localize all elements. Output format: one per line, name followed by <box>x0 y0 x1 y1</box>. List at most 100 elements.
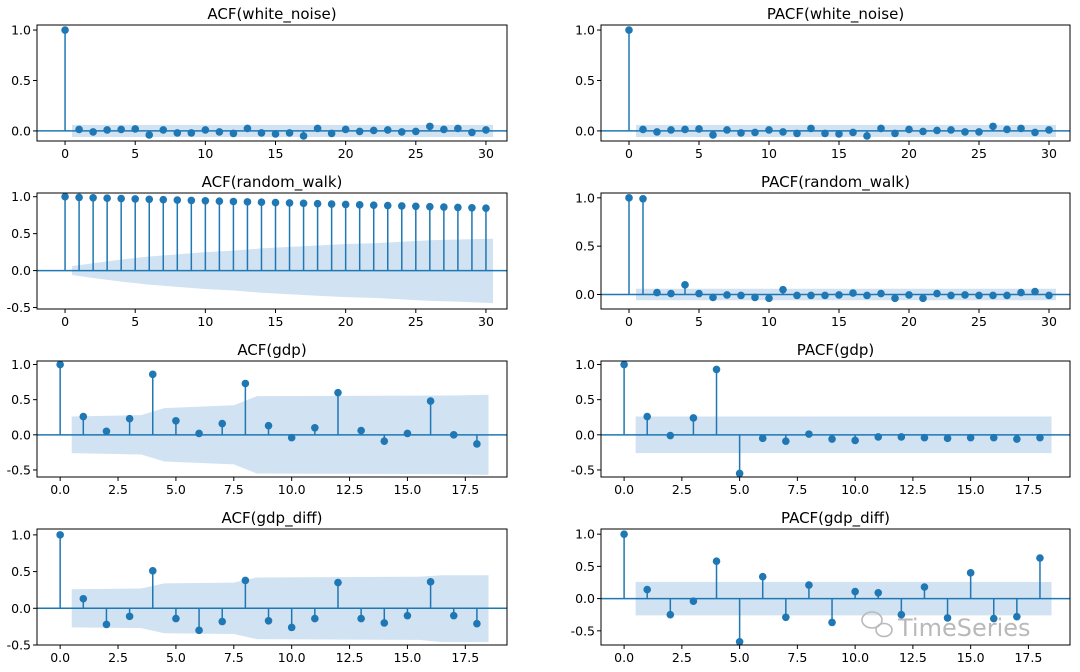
x-tick-label: 0.0 <box>614 482 634 497</box>
x-tick-label: 25 <box>408 314 424 329</box>
stem-marker <box>218 617 227 626</box>
stem-marker <box>989 614 998 623</box>
stem-marker <box>103 194 111 202</box>
chart-panel-3: 0 5 10 15 20 25 30 -0.5 0.0 0.5 1.0 ACF(random_walk… <box>7 173 508 329</box>
y-tick-label: 0.5 <box>575 559 595 574</box>
x-tick-label: 15 <box>268 146 284 161</box>
y-tick-label: 0.5 <box>11 392 31 407</box>
stem-marker <box>782 437 790 445</box>
stem-marker <box>1013 612 1021 621</box>
x-tick-label: 7.5 <box>224 650 244 665</box>
x-tick-label: 25 <box>971 314 987 329</box>
stem-marker <box>905 125 913 134</box>
stem-marker <box>172 614 180 623</box>
stem-marker <box>380 437 389 445</box>
y-tick-label: 1.0 <box>11 189 31 204</box>
stem-marker <box>187 196 196 205</box>
stem-marker <box>403 611 412 620</box>
wechat-icon-bubble-small <box>875 622 893 638</box>
chart-title: PACF(random_walk) <box>761 173 910 192</box>
axes-frame <box>600 192 1071 310</box>
stem-marker <box>620 530 628 538</box>
stem-marker <box>468 128 476 137</box>
stem-marker <box>287 623 296 632</box>
stem-marker <box>793 291 801 300</box>
stem-marker <box>148 370 157 379</box>
stem-marker <box>905 291 913 299</box>
x-tick-label: 0 <box>625 146 633 161</box>
axes-frame <box>36 360 508 478</box>
x-tick-label: 15 <box>268 314 284 329</box>
stem-marker <box>117 125 125 134</box>
stem-marker <box>709 293 717 302</box>
x-tick-label: 10 <box>761 314 777 329</box>
chart-panel-5: 0.0 2.5 5.0 7.5 10.0 12.5 15.0 17.5 -0.5 0.0 0.5 1.… <box>7 341 508 497</box>
stem-marker <box>877 289 885 298</box>
stem-marker <box>807 291 815 300</box>
x-tick-label: 12.5 <box>899 482 927 497</box>
stem-marker <box>187 129 196 137</box>
x-tick-label: 5.0 <box>730 482 750 497</box>
stem-marker <box>765 294 773 303</box>
stem-marker <box>666 431 675 440</box>
stem-marker <box>828 435 836 443</box>
stem-marker <box>723 291 731 299</box>
stem-marker <box>919 127 927 136</box>
x-tick-label: 2.5 <box>108 482 128 497</box>
stem-marker <box>975 128 983 136</box>
stem-marker <box>264 616 273 625</box>
stem-marker <box>473 619 481 628</box>
x-tick-label: 15.0 <box>394 482 422 497</box>
x-tick-label: 25 <box>971 146 987 161</box>
stem-marker <box>125 612 134 621</box>
stem-marker <box>737 129 745 137</box>
axes-frame <box>600 24 1071 142</box>
stem-marker <box>341 200 350 209</box>
chart-title: PACF(gdp_diff) <box>781 509 890 528</box>
x-tick-label: 5.0 <box>730 650 750 665</box>
stem-marker <box>257 198 266 207</box>
x-tick-label: 0.0 <box>614 650 634 665</box>
stem-marker <box>369 126 378 135</box>
stem-marker <box>989 433 998 442</box>
stem-marker <box>947 126 955 134</box>
stem-marker <box>805 581 813 589</box>
stem-marker <box>779 285 787 294</box>
stem-marker <box>933 126 941 135</box>
stem-marker <box>426 202 434 211</box>
stem-marker <box>145 131 154 139</box>
chart-panel-2: 0 5 10 15 20 25 30 0.0 0.5 1.0 PACF(white_noise) <box>575 5 1071 161</box>
stem-marker <box>961 291 969 299</box>
y-tick-label: 0.5 <box>575 73 595 88</box>
stem-marker <box>271 130 280 138</box>
stem-marker <box>311 423 319 432</box>
stem-marker <box>758 434 767 443</box>
x-tick-label: 12.5 <box>336 482 364 497</box>
stem-marker <box>243 198 252 206</box>
stem-marker <box>966 433 975 442</box>
stem-marker <box>89 128 97 136</box>
stem-marker <box>758 572 767 581</box>
stem-marker <box>195 626 203 635</box>
stem-marker <box>681 281 689 289</box>
stem-marker <box>172 416 180 425</box>
x-tick-label: 30 <box>478 314 494 329</box>
stem-marker <box>737 291 745 300</box>
stem-marker <box>173 196 182 204</box>
stem-marker <box>735 469 744 478</box>
x-tick-label: 20 <box>901 146 917 161</box>
x-tick-label: 0 <box>61 314 69 329</box>
stem-marker <box>920 433 929 442</box>
stem-marker <box>863 132 871 140</box>
stem-marker <box>835 130 843 138</box>
stem-marker <box>243 124 252 133</box>
stem-marker <box>454 124 462 133</box>
stem-marker <box>131 195 140 203</box>
stem-marker <box>966 569 975 577</box>
chart-title: PACF(white_noise) <box>767 5 904 24</box>
x-tick-label: 20 <box>338 314 354 329</box>
y-tick-label: 0.5 <box>575 239 595 254</box>
x-tick-label: 15 <box>831 146 847 161</box>
stem-marker <box>426 122 434 131</box>
x-tick-label: 30 <box>1041 314 1057 329</box>
